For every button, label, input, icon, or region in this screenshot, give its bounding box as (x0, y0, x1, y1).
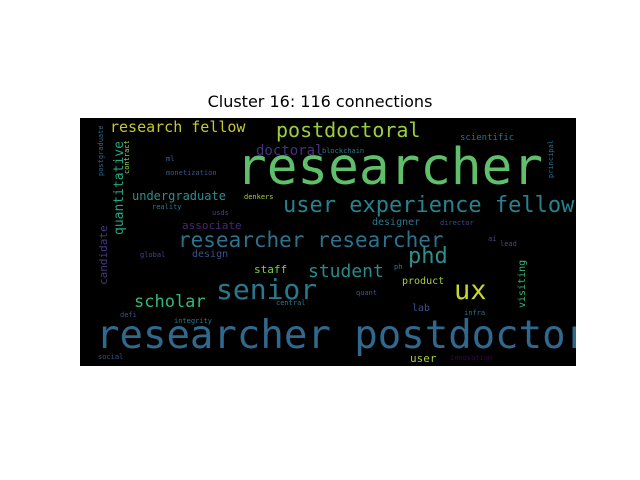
word-ph: ph (394, 263, 403, 271)
word-director: director (440, 219, 474, 227)
word-lab: lab (412, 303, 431, 314)
word-user-experience-fellow: user experience fellow (283, 193, 575, 218)
word-ai: ai (488, 235, 497, 243)
word-senior: senior (216, 273, 318, 306)
word-postgraduate: postgraduate (97, 125, 105, 176)
word-phd: phd (408, 244, 448, 269)
word-denkers: denkers (244, 193, 274, 201)
word-reality: reality (152, 203, 182, 211)
word-central: central (276, 299, 306, 307)
word-contract: contract (123, 140, 131, 174)
word-defi: defi (120, 311, 137, 319)
word-associate: associate (182, 219, 242, 232)
word-undergraduate: undergraduate (132, 189, 226, 203)
word-infra: infra (464, 309, 486, 317)
word-integrity: integrity (174, 317, 212, 325)
word-staff: staff (254, 263, 288, 276)
word-researcher-researcher: researcher researcher (178, 228, 444, 252)
word-visiting: visiting (517, 259, 528, 308)
word-cloud: researcher researcher postdoctoral resea… (80, 118, 576, 366)
word-doctoral: doctoral (256, 143, 324, 159)
word-principal: principal (547, 140, 555, 178)
word-research-fellow: research fellow (110, 118, 246, 136)
word-designer: designer (372, 217, 421, 228)
word-blockchain: blockchain (322, 147, 365, 155)
chart-title: Cluster 16: 116 connections (207, 92, 433, 111)
word-scientific: scientific (460, 133, 515, 143)
word-monetization: monetization (166, 169, 217, 177)
word-design: design (192, 249, 229, 260)
word-innovation: innovation (450, 354, 493, 362)
word-global: global (140, 251, 166, 259)
word-lead: lead (500, 240, 517, 248)
word-researcher-large: researcher (236, 138, 544, 197)
word-scholar: scholar (134, 292, 206, 312)
word-product: product (402, 276, 445, 287)
word-researcher-postdoctoral: researcher postdoctoral (96, 313, 576, 358)
word-social: social (98, 353, 124, 361)
word-user: user (410, 352, 437, 365)
word-ml: ml (166, 155, 175, 163)
word-quant: quant (356, 289, 378, 297)
word-ux: ux (454, 275, 487, 306)
word-postdoctoral: postdoctoral (276, 118, 421, 142)
word-usds: usds (212, 209, 229, 217)
word-candidate: candidate (97, 225, 110, 285)
word-student: student (308, 261, 384, 282)
